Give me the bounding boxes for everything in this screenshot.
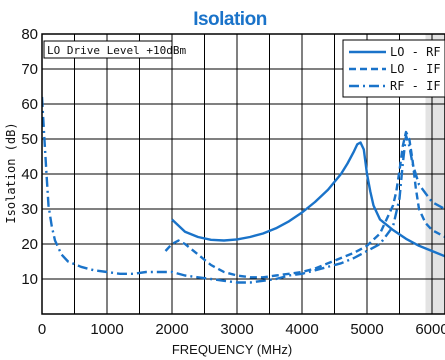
y-tick-label: 40 <box>21 166 38 183</box>
legend-label: RF - IF <box>390 79 441 93</box>
x-tick-label: 4000 <box>285 321 318 338</box>
y-tick-label: 10 <box>21 271 38 288</box>
x-tick-label: 5000 <box>350 321 383 338</box>
y-tick-label: 60 <box>21 96 38 113</box>
plot-frame <box>41 33 445 315</box>
series-line-rf-if <box>42 96 445 284</box>
legend: LO - RF LO - IF RF - IF <box>342 39 445 98</box>
y-tick-label: 80 <box>21 26 38 43</box>
x-axis-label: FREQUENCY (MHz) <box>172 342 292 357</box>
y-tick-label: 50 <box>21 131 38 148</box>
series-line-lo-rf <box>171 141 445 258</box>
y-tick-label: 30 <box>21 201 38 218</box>
series-layer <box>42 96 445 284</box>
legend-label: LO - RF <box>390 45 441 59</box>
x-tick-label: 0 <box>38 321 46 338</box>
x-tick-label: 3000 <box>220 321 253 338</box>
chart-title: Isolation <box>193 9 267 30</box>
y-tick-label: 70 <box>21 61 38 78</box>
annotation-text: LO Drive Level +10dBm <box>47 44 186 57</box>
y-tick-label: 20 <box>21 236 38 253</box>
x-tick-label: 2000 <box>155 321 188 338</box>
y-axis-label: Isolation (dB) <box>4 122 18 223</box>
x-tick-label: 6000 <box>415 321 445 338</box>
x-tick-labels: 0 1000 2000 3000 4000 5000 6000 <box>38 321 445 338</box>
y-tick-labels: 80 70 60 50 40 30 20 10 <box>21 26 38 288</box>
annotation-box: LO Drive Level +10dBm <box>43 40 186 59</box>
legend-label: LO - IF <box>390 62 441 76</box>
x-tick-label: 1000 <box>90 321 123 338</box>
